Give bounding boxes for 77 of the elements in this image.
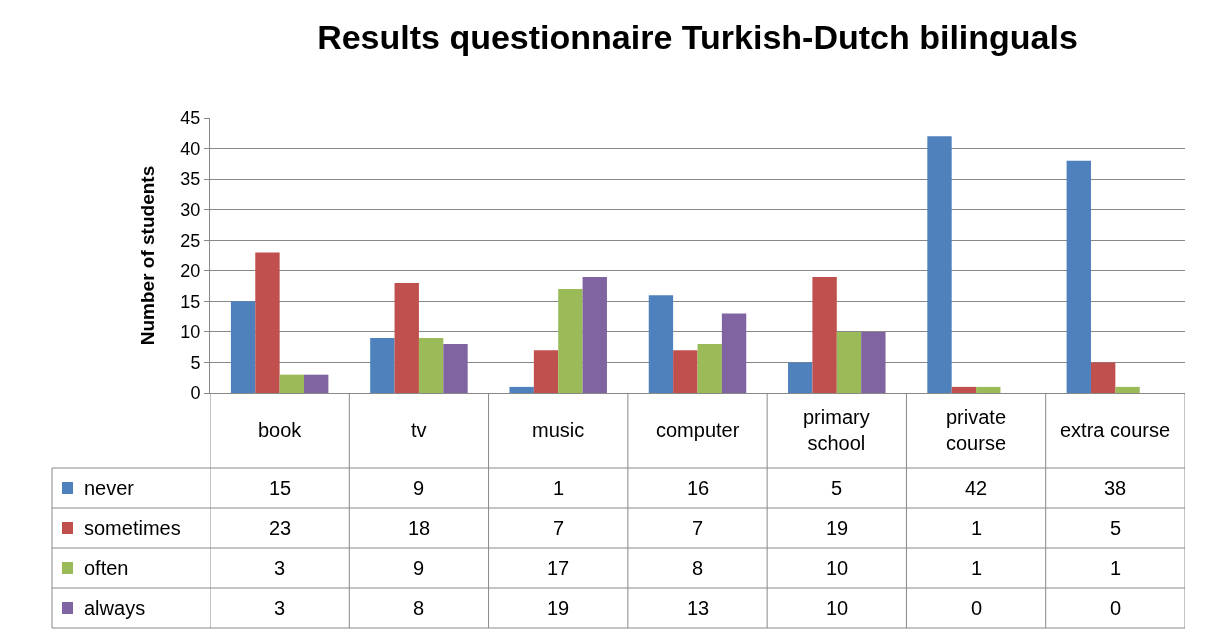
chart-title: Results questionnaire Turkish-Dutch bilinguals xyxy=(317,17,1078,56)
y-axis-title: Number of students xyxy=(137,165,159,346)
bar xyxy=(558,289,583,393)
x-tick-label: extra course xyxy=(1060,419,1171,441)
bar xyxy=(788,362,813,393)
bar xyxy=(1090,362,1116,393)
bar xyxy=(394,283,419,393)
bar xyxy=(304,374,329,393)
bar xyxy=(861,331,886,393)
bar xyxy=(279,374,305,393)
x-tick-label: primary school xyxy=(803,406,870,454)
legend-label: never xyxy=(84,477,135,499)
y-tick-label: 20 xyxy=(180,261,201,282)
data-label: 8 xyxy=(692,557,704,579)
data-label: 9 xyxy=(413,477,425,499)
y-tick-label: 35 xyxy=(180,169,201,190)
data-label: 3 xyxy=(274,597,286,619)
bar xyxy=(582,276,607,393)
y-tick-label: 15 xyxy=(180,291,201,312)
data-label: 10 xyxy=(826,597,849,619)
legend-label: often xyxy=(84,557,129,579)
bar xyxy=(418,338,444,393)
data-label: 9 xyxy=(413,557,425,579)
bar xyxy=(370,338,395,393)
bar xyxy=(533,350,559,393)
data-label: 1 xyxy=(1110,557,1122,579)
y-tick-label: 0 xyxy=(190,383,201,404)
data-label: 7 xyxy=(692,517,704,539)
data-label: 8 xyxy=(413,597,425,619)
bar xyxy=(721,313,747,393)
data-label: 38 xyxy=(1104,477,1127,499)
legend-label: always xyxy=(84,597,146,619)
data-label: 5 xyxy=(1110,517,1122,539)
y-tick-label: 5 xyxy=(190,352,201,373)
x-tick-label: music xyxy=(532,419,585,441)
bar xyxy=(1115,386,1140,393)
data-label: 0 xyxy=(971,597,983,619)
data-label: 15 xyxy=(269,477,292,499)
bar xyxy=(697,344,722,393)
bar xyxy=(230,301,256,393)
bar xyxy=(255,252,280,393)
legend-label: sometimes xyxy=(84,517,181,539)
bar xyxy=(648,295,674,393)
data-label: 5 xyxy=(831,477,843,499)
data-label: 16 xyxy=(687,477,710,499)
data-label: 10 xyxy=(826,557,849,579)
data-label: 23 xyxy=(269,517,292,539)
bar xyxy=(927,136,952,393)
y-tick-label: 45 xyxy=(180,108,201,129)
y-tick-label: 40 xyxy=(180,138,201,159)
data-label: 19 xyxy=(826,517,849,539)
x-tick-label: private course xyxy=(946,406,1007,454)
y-tick-label: 25 xyxy=(180,230,201,251)
data-label: 1 xyxy=(553,477,565,499)
bar xyxy=(812,276,837,393)
y-tick-label: 10 xyxy=(180,322,201,343)
data-label: 19 xyxy=(547,597,570,619)
bar xyxy=(976,386,1001,393)
bar xyxy=(1066,160,1091,393)
bar xyxy=(951,386,977,393)
bar xyxy=(509,386,534,393)
data-label: 13 xyxy=(687,597,710,619)
x-tick-label: computer xyxy=(656,419,740,441)
bar xyxy=(836,331,862,393)
data-label: 42 xyxy=(965,477,988,499)
x-tick-label: tv xyxy=(411,419,427,441)
data-label: 7 xyxy=(553,517,565,539)
data-label: 3 xyxy=(274,557,286,579)
data-label: 1 xyxy=(971,557,983,579)
data-label: 1 xyxy=(971,517,983,539)
x-tick-label: book xyxy=(258,419,303,441)
data-label: 0 xyxy=(1110,597,1122,619)
data-label: 18 xyxy=(408,517,431,539)
data-label: 17 xyxy=(547,557,570,579)
y-tick-label: 30 xyxy=(180,199,201,220)
bar xyxy=(443,344,468,393)
bar xyxy=(673,350,698,393)
